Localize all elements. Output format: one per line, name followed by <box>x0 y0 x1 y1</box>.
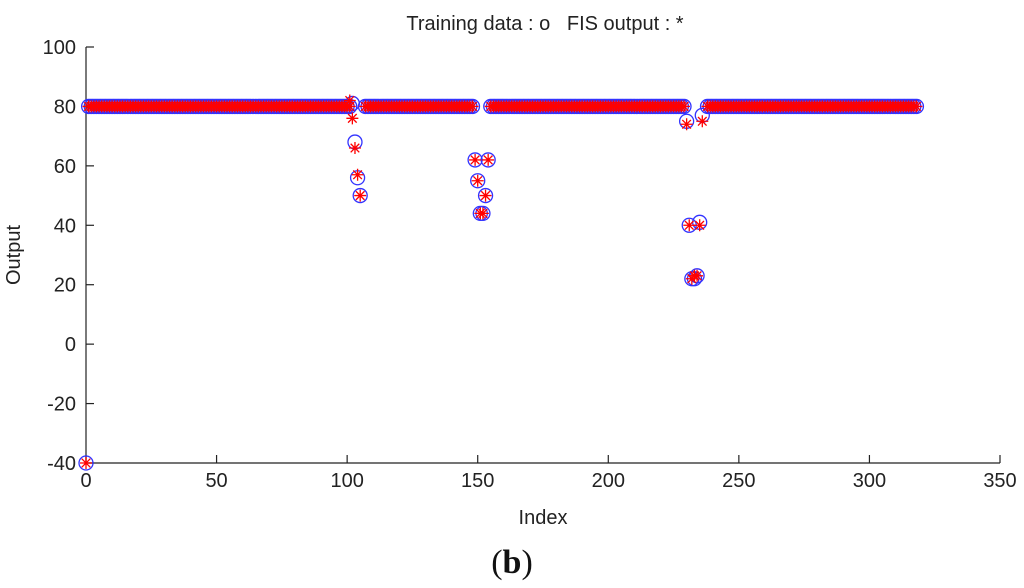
training-data-point <box>352 187 368 204</box>
fis-output-point <box>343 94 356 107</box>
fis-output-point <box>693 219 706 232</box>
training-data-point <box>480 152 496 168</box>
fis-output-point <box>471 174 484 187</box>
caption-open: ( <box>491 544 503 581</box>
fis-output-point <box>482 153 495 166</box>
x-axis-label: Index <box>519 507 568 529</box>
training-data-point <box>467 152 483 168</box>
x-tick-label: 50 <box>205 470 227 492</box>
y-tick-label: 40 <box>54 215 76 237</box>
fis-output-point <box>680 118 693 131</box>
fis-output-point <box>351 168 364 181</box>
training-data-point <box>477 187 494 204</box>
scatter-chart: Training data : o FIS output : * 0 50 100 1… <box>3 13 1017 529</box>
x-tick-label: 200 <box>592 470 625 492</box>
x-tick-label: 250 <box>722 470 755 492</box>
fis-output-point <box>346 112 359 125</box>
fis-output-point <box>678 100 691 113</box>
chart-title: Training data : o FIS output : * <box>406 13 683 35</box>
y-tick-label: 20 <box>54 275 76 297</box>
training-data-point <box>470 173 486 189</box>
training-data-series <box>78 95 925 471</box>
axes: 0 50 100 150 200 250 300 350 -40 -20 0 20 40 60 80 100 <box>43 37 1017 492</box>
fis-output-point <box>466 100 479 113</box>
fis-output-point <box>696 115 709 128</box>
x-tick-label: 300 <box>853 470 886 492</box>
training-data-point <box>78 455 94 471</box>
y-tick-label: -40 <box>47 453 76 475</box>
fis-output-point <box>479 189 492 202</box>
fis-output-point <box>80 457 92 469</box>
fis-output-series <box>80 94 923 469</box>
x-tick-label: 100 <box>330 470 363 492</box>
fis-output-point <box>691 269 704 282</box>
y-tick-label: 0 <box>65 334 76 356</box>
y-tick-label: 60 <box>54 156 76 178</box>
caption-letter: b <box>502 544 522 581</box>
x-tick-label: 0 <box>80 470 91 492</box>
caption-close: ) <box>521 544 533 581</box>
fis-output-point <box>910 100 923 113</box>
fis-output-point <box>476 207 489 220</box>
y-tick-label: 80 <box>54 96 76 118</box>
fis-output-point <box>469 153 482 166</box>
y-axis-label: Output <box>3 225 25 285</box>
y-tick-label: 100 <box>43 37 76 59</box>
y-tick-label: -20 <box>47 394 76 416</box>
x-tick-label: 150 <box>461 470 494 492</box>
fis-output-point <box>354 189 367 202</box>
fis-output-point <box>683 219 696 232</box>
fis-output-point <box>348 142 361 155</box>
figure-caption: (b) <box>0 544 1024 582</box>
x-tick-label: 350 <box>983 470 1016 492</box>
